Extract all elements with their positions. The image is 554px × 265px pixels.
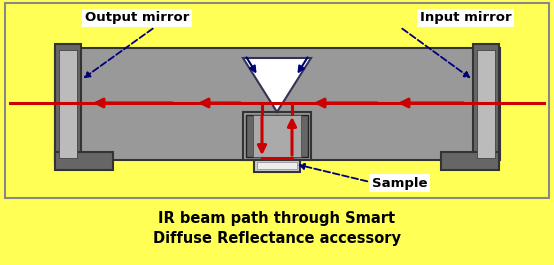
Text: Sample: Sample [372,176,428,189]
Text: Diffuse Reflectance accessory: Diffuse Reflectance accessory [153,231,401,245]
Bar [5,3,549,198]
Text: Output mirror: Output mirror [85,11,189,24]
Bar [55,48,500,160]
Bar [441,152,499,170]
Bar [243,112,311,160]
Bar [55,44,81,164]
Bar [59,50,77,158]
Bar [477,50,495,158]
Bar [254,160,300,172]
Polygon shape [243,58,311,112]
Bar [55,152,113,170]
Bar [246,115,308,157]
Bar [257,162,297,169]
Text: IR beam path through Smart: IR beam path through Smart [158,210,396,226]
Bar [253,115,301,157]
Text: Input mirror: Input mirror [420,11,512,24]
Bar [473,44,499,164]
